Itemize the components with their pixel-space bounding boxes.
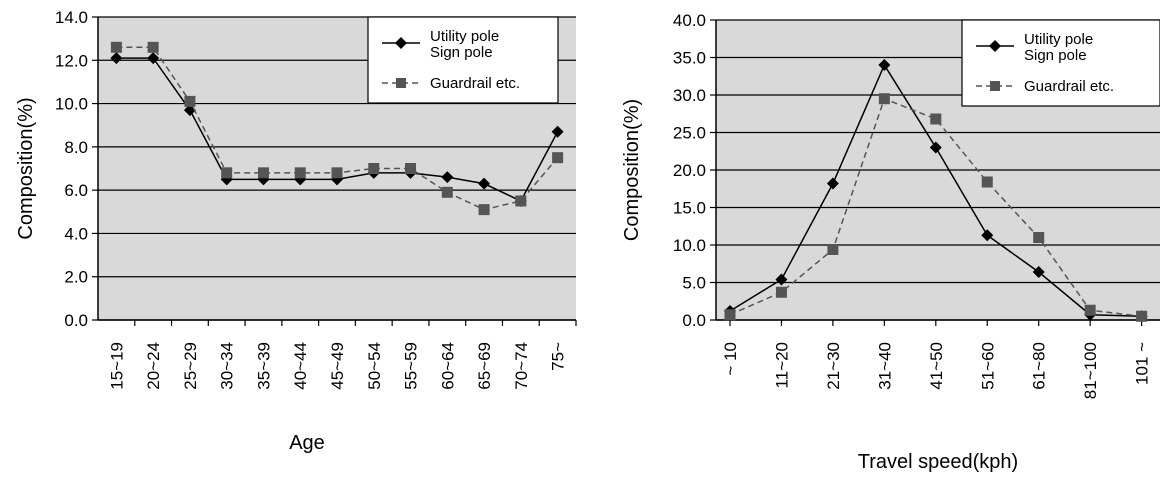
data-point-diamond	[826, 177, 839, 190]
x-axis-title: Age	[289, 432, 325, 454]
x-tick-label: 30~34	[218, 342, 237, 390]
y-tick-label: 40.0	[673, 11, 706, 30]
data-point-diamond	[775, 273, 788, 286]
chart-2: 0.0 5.0 10.0 15.0 20.0 25.0 30.0 35.0 40.0 ~ 10 11…	[621, 11, 1160, 473]
legend-label: Guardrail etc.	[430, 75, 520, 92]
data-point-square	[1136, 310, 1148, 322]
y-tick-label: 20.0	[673, 161, 706, 180]
data-point-square	[478, 204, 490, 216]
legend-marker-diamond	[395, 37, 407, 49]
series-line	[729, 97, 1142, 317]
legend-marker-square	[990, 81, 1000, 91]
data-point-square	[294, 167, 306, 179]
data-point-diamond	[183, 104, 196, 117]
data-point-diamond	[929, 141, 942, 154]
data-point-square	[441, 186, 453, 198]
x-axis-title: Travel speed(kph)	[858, 451, 1018, 473]
data-point-square	[775, 286, 787, 298]
data-point-square	[147, 41, 159, 53]
data-point-square	[1084, 304, 1096, 316]
legend-marker-square	[396, 78, 406, 88]
y-tick-label: 35.0	[673, 49, 706, 68]
legend-label: Sign pole	[1024, 47, 1087, 64]
x-tick-label: 21~30	[824, 342, 843, 390]
data-point-square	[221, 167, 233, 179]
x-tick-label: 61~80	[1030, 342, 1049, 390]
y-tick-label: 10.0	[55, 95, 88, 114]
x-tick-label: 65~69	[475, 342, 494, 390]
data-point-square	[368, 163, 380, 174]
series-guardrail	[724, 93, 1148, 322]
y-tick-label: 10.0	[673, 236, 706, 255]
y-tick-label: 6.0	[64, 181, 88, 200]
data-point-diamond	[1032, 266, 1045, 278]
legend-label: Utility pole	[1024, 31, 1093, 48]
data-point-diamond	[478, 177, 491, 190]
x-tick-label: 20~24	[144, 342, 163, 390]
x-tick-label: 35~39	[254, 342, 273, 390]
series-guardrail	[110, 41, 564, 216]
y-tick-label: 2.0	[64, 268, 88, 287]
data-point-square	[827, 244, 839, 255]
x-tick-label: 51~60	[978, 342, 997, 390]
y-tick-label: 4.0	[64, 224, 88, 243]
x-tick-label: 11~20	[772, 342, 791, 388]
y-tick-label: 15.0	[673, 199, 706, 218]
chart-1: 0.0 2.0 4.0 6.0 8.0 10.0 12.0 14.0 15~19 20~24 25~…	[15, 8, 577, 454]
data-point-square	[930, 113, 942, 125]
x-tick-label: 70~74	[512, 342, 531, 390]
y-axis-title: Composition(%)	[15, 97, 37, 239]
data-point-square	[257, 167, 269, 179]
legend-label: Guardrail etc.	[1024, 78, 1114, 95]
x-tick-label: 75~	[549, 342, 568, 371]
data-point-diamond	[441, 171, 454, 184]
y-tick-label: 12.0	[55, 51, 88, 70]
data-point-diamond	[551, 125, 564, 138]
x-tick-label: 41~50	[927, 342, 946, 390]
legend-marker-diamond	[989, 40, 1001, 52]
data-point-square	[331, 167, 343, 179]
data-point-square	[405, 163, 417, 174]
data-point-square	[1033, 232, 1045, 243]
y-tick-label: 0.0	[64, 311, 88, 330]
legend-box	[961, 19, 1160, 107]
x-tick-label: 45~49	[328, 342, 347, 390]
x-tick-label: 31~40	[875, 342, 894, 390]
data-point-diamond	[110, 52, 123, 65]
y-tick-label: 8.0	[64, 138, 88, 157]
y-tick-label: 14.0	[55, 8, 88, 27]
x-tick-label: 60~64	[438, 342, 457, 390]
x-tick-label: 101 ~	[1133, 342, 1152, 385]
y-tick-label: 25.0	[673, 124, 706, 143]
data-point-square	[724, 309, 736, 321]
y-tick-label: 5.0	[682, 274, 706, 293]
data-point-square	[981, 176, 993, 188]
data-point-diamond	[878, 59, 891, 71]
data-point-square	[878, 93, 890, 105]
legend-box	[367, 16, 559, 104]
data-point-diamond	[147, 52, 160, 65]
legend-label: Sign pole	[430, 44, 493, 61]
data-point-square	[552, 152, 564, 164]
data-point-diamond	[981, 229, 994, 242]
x-tick-label: 55~59	[402, 342, 421, 390]
x-tick-label: 15~19	[107, 342, 126, 390]
y-tick-label: 30.0	[673, 86, 706, 105]
y-tick-label: 0.0	[682, 311, 706, 330]
x-tick-label: 81~100	[1081, 342, 1100, 399]
x-tick-label: 25~29	[181, 342, 200, 390]
legend-label: Utility pole	[430, 28, 499, 45]
data-point-square	[110, 41, 122, 53]
x-tick-label: 40~44	[291, 342, 310, 390]
data-point-square	[184, 95, 196, 107]
y-axis-title: Composition(%)	[621, 99, 643, 241]
x-tick-label: 50~54	[365, 342, 384, 390]
x-tick-label: ~ 10	[721, 342, 740, 376]
data-point-square	[515, 195, 527, 207]
